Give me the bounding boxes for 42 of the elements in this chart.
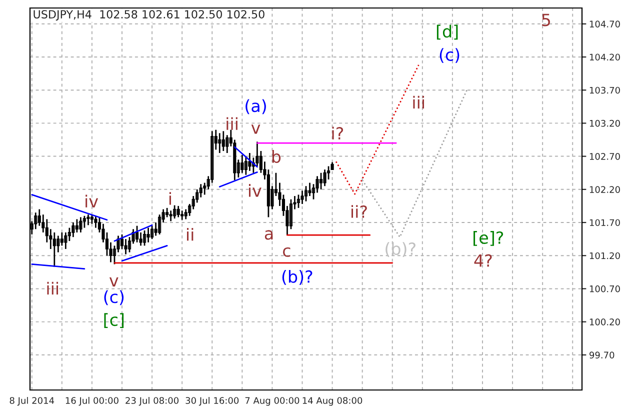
y-tick-label: 102.70: [590, 153, 620, 160]
annotation: 5: [542, 14, 550, 26]
annotation: (c): [440, 48, 460, 63]
annotation: b: [272, 150, 281, 163]
annotation: i?: [332, 126, 344, 140]
x-tick-label: 7 Aug 00:00: [245, 397, 300, 406]
annotation: i: [169, 192, 171, 205]
y-tick-label: 104.70: [590, 20, 620, 28]
annotation: [c]: [104, 313, 124, 328]
x-tick-label: 23 Jul 08:00: [126, 396, 179, 406]
annotation: c: [283, 247, 290, 257]
annotation: iii: [413, 96, 424, 108]
y-tick-label: 103.20: [590, 120, 620, 127]
x-tick-label: 16 Jul 00:00: [66, 396, 118, 406]
annotation: (b)?: [282, 270, 312, 285]
annotation: (c): [104, 290, 124, 306]
annotation: 4?: [474, 254, 492, 267]
x-tick-label: 8 Jul 2014: [10, 396, 54, 406]
y-tick-label: 104.20: [590, 54, 620, 61]
annotation: [e]?: [474, 231, 504, 246]
y-tick-label: 99.70: [590, 352, 614, 358]
y-tick-label: 103.70: [590, 86, 620, 94]
annotation: iv: [86, 194, 98, 208]
y-tick-label: 101.20: [590, 252, 620, 260]
y-tick-label: 102.20: [590, 186, 620, 193]
annotation: ii?: [352, 205, 367, 218]
annotation: iii: [47, 282, 58, 295]
annotation: ii: [187, 228, 194, 241]
annotation: [d]: [436, 24, 458, 40]
y-tick-label: 100.70: [590, 285, 620, 292]
annotation: a: [264, 230, 273, 240]
annotation: (a): [246, 99, 266, 114]
x-tick-label: 30 Jul 16:00: [186, 396, 239, 406]
x-tick-label: 14 Aug 08:00: [302, 397, 362, 406]
y-tick-label: 101.70: [590, 219, 620, 226]
annotation: v: [251, 124, 260, 134]
annotation: v: [109, 277, 118, 286]
chart-title: USDJPY,H4 102.58 102.61 102.50 102.50: [34, 10, 264, 21]
annotation: iii: [226, 117, 238, 130]
annotation: iv: [248, 184, 262, 197]
annotation: (b)?: [386, 242, 416, 257]
y-tick-label: 100.20: [590, 318, 620, 326]
